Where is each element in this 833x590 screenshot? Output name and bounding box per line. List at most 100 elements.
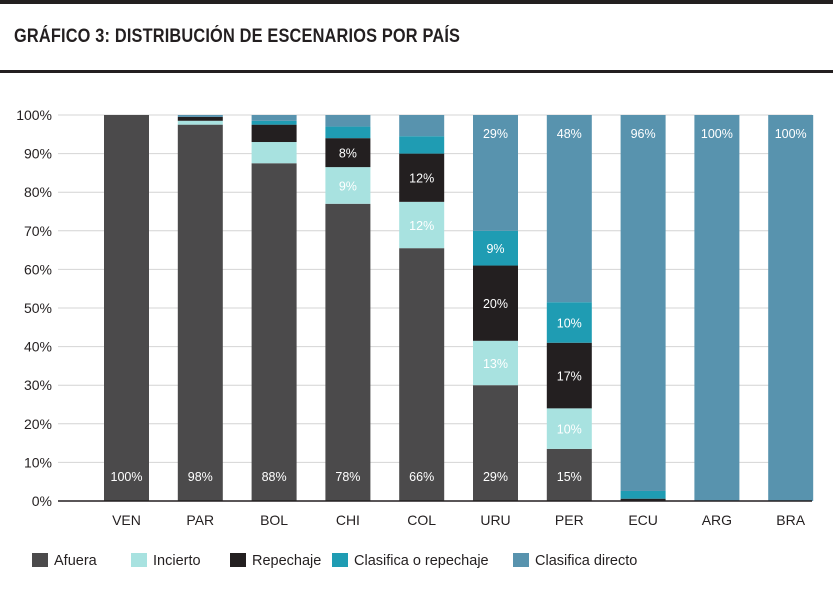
segment-label: 100% (701, 127, 733, 141)
legend-label: Repechaje (252, 553, 321, 569)
bar-segment-par-1 (177, 120, 223, 125)
bar-segment-per-3 (546, 302, 592, 343)
bar-segment-col-0 (399, 248, 445, 501)
segment-label: 12% (409, 172, 434, 186)
bar-segment-uru-4 (473, 115, 518, 231)
y-tick-label: 70% (24, 223, 52, 239)
bar-segment-bol-3 (251, 120, 297, 125)
bar-segment-chi-0 (325, 203, 371, 501)
bar-segment-bol-1 (251, 142, 297, 164)
bar-segment-per-2 (546, 342, 592, 409)
segment-label: 88% (262, 470, 287, 484)
top-rule (0, 0, 833, 4)
bar-segment-uru-1 (473, 340, 518, 386)
x-axis-ticks: VEN PAR BOL CHI COL URU PER ECU ARG BRA (112, 512, 806, 528)
segment-label: 15% (557, 470, 582, 484)
y-tick-label: 100% (16, 107, 52, 123)
x-tick-label: URU (480, 512, 510, 528)
segment-label: 20% (483, 297, 508, 311)
bar-segment-per-4 (546, 115, 592, 303)
y-tick-label: 30% (24, 377, 52, 393)
y-tick-label: 10% (24, 454, 52, 470)
bar-segment-chi-1 (325, 167, 371, 204)
bar-segment-col-3 (399, 136, 445, 154)
segment-label: 29% (483, 127, 508, 141)
x-tick-label: ARG (702, 512, 732, 528)
segment-label: 100% (111, 470, 143, 484)
bar-segment-col-1 (399, 201, 445, 249)
segment-label: 10% (557, 423, 582, 437)
bars (104, 115, 814, 502)
legend-item: Afuera (32, 553, 98, 569)
bar-segment-par-4 (177, 115, 223, 117)
bar-segment-chi-4 (325, 115, 371, 127)
y-tick-label: 50% (24, 300, 52, 316)
y-tick-label: 60% (24, 261, 52, 277)
segment-label: 9% (486, 242, 504, 256)
x-tick-label: BOL (260, 512, 288, 528)
legend-swatch (230, 553, 246, 567)
legend-item: Incierto (131, 553, 201, 569)
y-tick-label: 0% (32, 493, 52, 509)
bar-segment-ecu-4 (620, 115, 666, 491)
legend-item: Clasifica o repechaje (332, 553, 489, 569)
segment-label: 17% (557, 370, 582, 384)
bar-segment-bol-4 (251, 115, 297, 121)
bar-segment-par-0 (177, 124, 223, 502)
title-rule (0, 70, 833, 73)
segment-labels: 100% 98% 88% 78% 9% 8% 66% 12% 12% 29% 13% 20% 9% 29%… (111, 127, 807, 484)
bar-segment-col-2 (399, 153, 445, 202)
bar-segment-chi-2 (325, 138, 371, 168)
bar-segment-par-2 (177, 116, 223, 121)
bar-segment-uru-3 (473, 230, 518, 266)
segment-label: 66% (409, 470, 434, 484)
segment-label: 12% (409, 219, 434, 233)
x-tick-label: PAR (186, 512, 214, 528)
legend-label: Clasifica o repechaje (354, 553, 489, 569)
legend-label: Clasifica directo (535, 553, 637, 569)
bar-segment-col-4 (399, 115, 445, 137)
legend-item: Clasifica directo (513, 553, 637, 569)
bar-segment-bra-4 (768, 115, 814, 501)
x-tick-label: VEN (112, 512, 141, 528)
x-tick-label: CHI (336, 512, 360, 528)
segment-label: 13% (483, 357, 508, 371)
legend-swatch (131, 553, 147, 567)
bar-segment-bol-2 (251, 124, 297, 143)
bar-segment-bol-0 (251, 163, 297, 501)
segment-label: 8% (339, 147, 357, 161)
segment-label: 9% (339, 179, 357, 193)
bar-segment-uru-2 (473, 265, 518, 341)
segment-label: 29% (483, 470, 508, 484)
legend-label: Afuera (54, 553, 98, 569)
bar-segment-ecu-3 (620, 490, 666, 499)
bar-segment-per-1 (546, 408, 592, 449)
segment-label: 10% (557, 316, 582, 330)
legend-swatch (513, 553, 529, 567)
legend-swatch (332, 553, 348, 567)
y-tick-label: 80% (24, 184, 52, 200)
y-tick-label: 20% (24, 416, 52, 432)
bar-segment-ven-0 (104, 115, 149, 501)
bar-segment-arg-4 (694, 115, 740, 501)
bar-segment-chi-3 (325, 126, 371, 139)
x-tick-label: BRA (776, 512, 805, 528)
segment-label: 48% (557, 127, 582, 141)
segment-label: 98% (188, 470, 213, 484)
y-tick-label: 40% (24, 339, 52, 355)
legend-swatch (32, 553, 48, 567)
segment-label: 100% (775, 127, 807, 141)
y-axis-ticks: 0% 10% 20% 30% 40% 50% 60% 70% 80% 90% 100% (16, 107, 52, 509)
bar-segment-per-0 (546, 448, 592, 501)
x-tick-label: ECU (628, 512, 658, 528)
legend-item: Repechaje (230, 553, 321, 569)
legend: Afuera Incierto Repechaje Clasifica o repec… (32, 553, 637, 569)
bar-segment-ecu-2 (620, 498, 666, 501)
legend-label: Incierto (153, 553, 201, 569)
x-tick-label: COL (407, 512, 436, 528)
x-tick-label: PER (555, 512, 584, 528)
segment-label: 78% (335, 470, 360, 484)
y-tick-label: 90% (24, 146, 52, 162)
chart-title: GRÁFICO 3: DISTRIBUCIÓN DE ESCENARIOS PO… (14, 26, 461, 47)
